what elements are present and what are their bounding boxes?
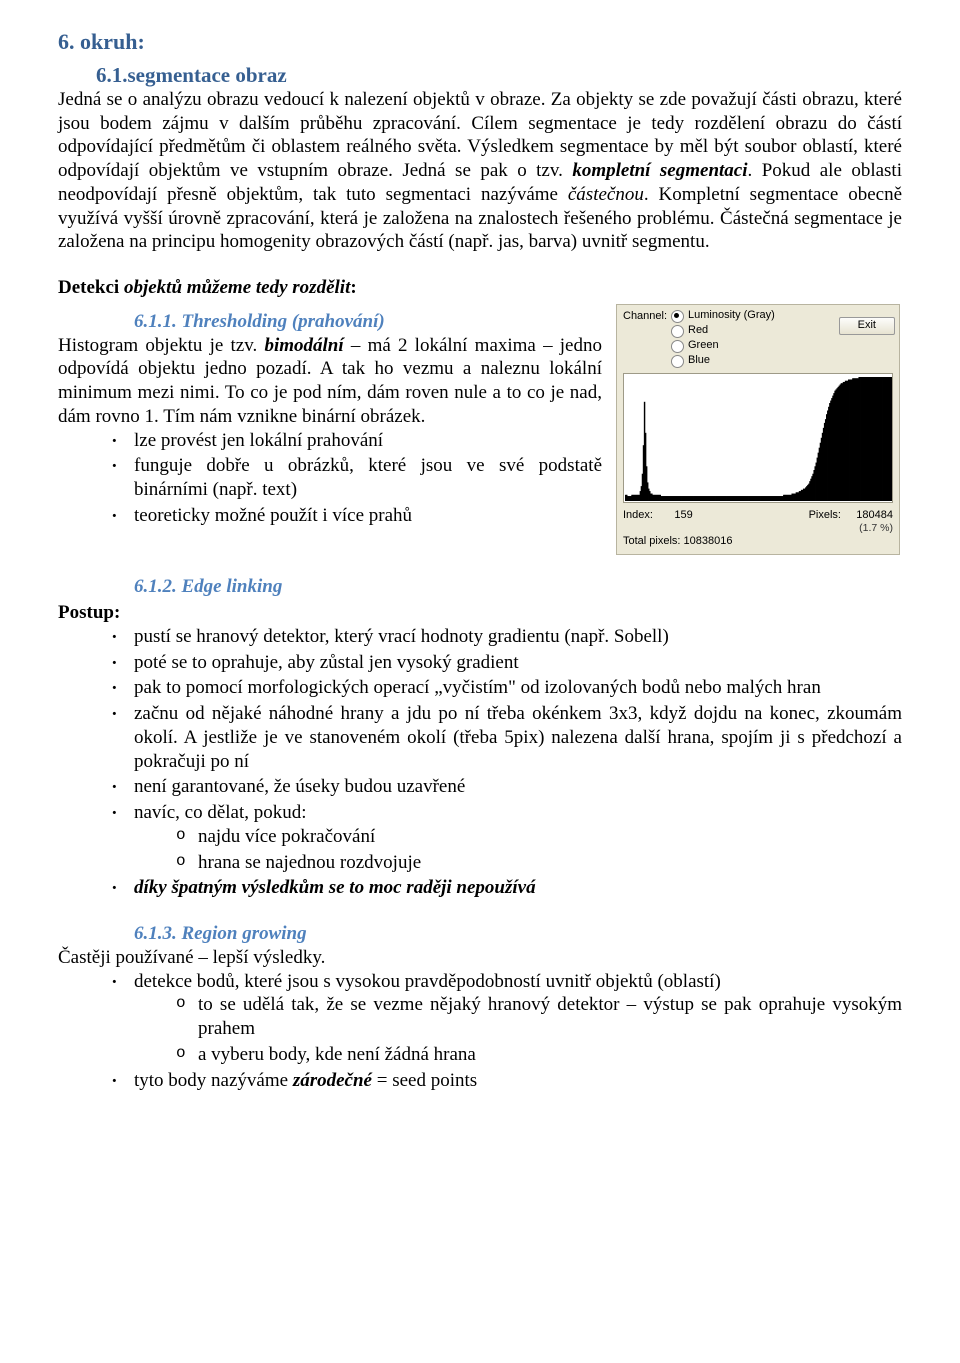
list-item: hrana se najednou rozdvojuje <box>170 851 902 875</box>
index-value: 159 <box>674 509 692 521</box>
list-item: poté se to oprahuje, aby zůstal jen vyso… <box>98 651 902 675</box>
heading-okruh: 6. okruh: <box>58 28 902 56</box>
list-item: a vyberu body, kde není žádná hrana <box>170 1043 902 1067</box>
heading-edge-linking: 6.1.2. Edge linking <box>134 575 902 599</box>
radio-label: Luminosity (Gray) <box>688 309 775 323</box>
index-label: Index: <box>623 509 653 521</box>
list-item: navíc, co dělat, pokud: najdu více pokra… <box>98 801 902 874</box>
list-item: začnu od nějaké náhodné hrany a jdu po n… <box>98 702 902 773</box>
text: Histogram objektu je tzv. <box>58 335 264 356</box>
text: : <box>350 277 356 298</box>
heading-thresholding: 6.1.1. Thresholding (prahování) <box>134 310 602 334</box>
text: objektů můžeme tedy rozdělit <box>124 277 350 298</box>
list-item: není garantované, že úseky budou uzavřen… <box>98 775 902 799</box>
pixels-label: Pixels: <box>809 509 841 521</box>
text: detekce bodů, které jsou s vysokou pravd… <box>134 971 721 992</box>
paragraph-detekci: Detekci objektů můžeme tedy rozdělit: <box>58 276 902 300</box>
sublist: najdu více pokračování hrana se najednou… <box>134 825 902 875</box>
list-threshold: lze provést jen lokální prahování funguj… <box>58 429 602 528</box>
postup-label: Postup: <box>58 601 902 625</box>
text-emph: zárodečné <box>293 1070 372 1091</box>
pixels-pct: (1.7 %) <box>623 522 893 535</box>
paragraph-region-intro: Častěji používané – lepší výsledky. <box>58 946 902 970</box>
paragraph-threshold: Histogram objektu je tzv. bimodální – má… <box>58 334 602 429</box>
text: tyto body nazýváme <box>134 1070 293 1091</box>
list-item: to se udělá tak, že se vezme nějaký hran… <box>170 993 902 1041</box>
paragraph-main: Jedná se o analýzu obrazu vedoucí k nale… <box>58 88 902 254</box>
list-item: najdu více pokračování <box>170 825 902 849</box>
text-emph: díky špatným výsledkům se to moc raději … <box>134 877 536 898</box>
list-item: díky špatným výsledkům se to moc raději … <box>98 876 902 900</box>
list-item: detekce bodů, které jsou s vysokou pravd… <box>98 970 902 1067</box>
text-emph: bimodální <box>264 335 343 356</box>
list-item: lze provést jen lokální prahování <box>98 429 602 453</box>
histogram-canvas <box>623 373 893 503</box>
text: navíc, co dělat, pokud: <box>134 802 307 823</box>
heading-region-growing: 6.1.3. Region growing <box>134 922 902 946</box>
list-edge: pustí se hranový detektor, který vrací h… <box>58 625 902 900</box>
sublist: to se udělá tak, že se vezme nějaký hran… <box>134 993 902 1066</box>
radio-label: Blue <box>688 354 710 368</box>
list-item: pak to pomocí morfologických operací „vy… <box>98 676 902 700</box>
list-item: teoreticky možné použít i více prahů <box>98 504 602 528</box>
radio-luminosity[interactable]: Luminosity (Gray) <box>671 309 839 324</box>
list-region: detekce bodů, které jsou s vysokou pravd… <box>58 970 902 1093</box>
heading-segmentace: 6.1.segmentace obraz <box>96 62 902 88</box>
pixels-value: 180484 <box>856 509 893 521</box>
total-label: Total pixels: <box>623 535 680 547</box>
text: = seed points <box>372 1070 477 1091</box>
radio-label: Green <box>688 339 719 353</box>
channel-label: Channel: <box>623 309 671 369</box>
radio-label: Red <box>688 324 708 338</box>
total-value: 10838016 <box>684 535 733 547</box>
radio-green[interactable]: Green <box>671 339 839 354</box>
text-emph: částečnou <box>568 184 644 205</box>
list-item: funguje dobře u obrázků, které jsou ve s… <box>98 454 602 502</box>
radio-red[interactable]: Red <box>671 324 839 339</box>
text: Detekci <box>58 277 124 298</box>
list-item: pustí se hranový detektor, který vrací h… <box>98 625 902 649</box>
text-emph: kompletní segmentaci <box>572 160 747 181</box>
list-item: tyto body nazýváme zárodečné = seed poin… <box>98 1069 902 1093</box>
histogram-panel: Channel: Luminosity (Gray) Red Green Blu… <box>616 304 900 556</box>
exit-button[interactable]: Exit <box>839 317 895 335</box>
radio-blue[interactable]: Blue <box>671 354 839 369</box>
